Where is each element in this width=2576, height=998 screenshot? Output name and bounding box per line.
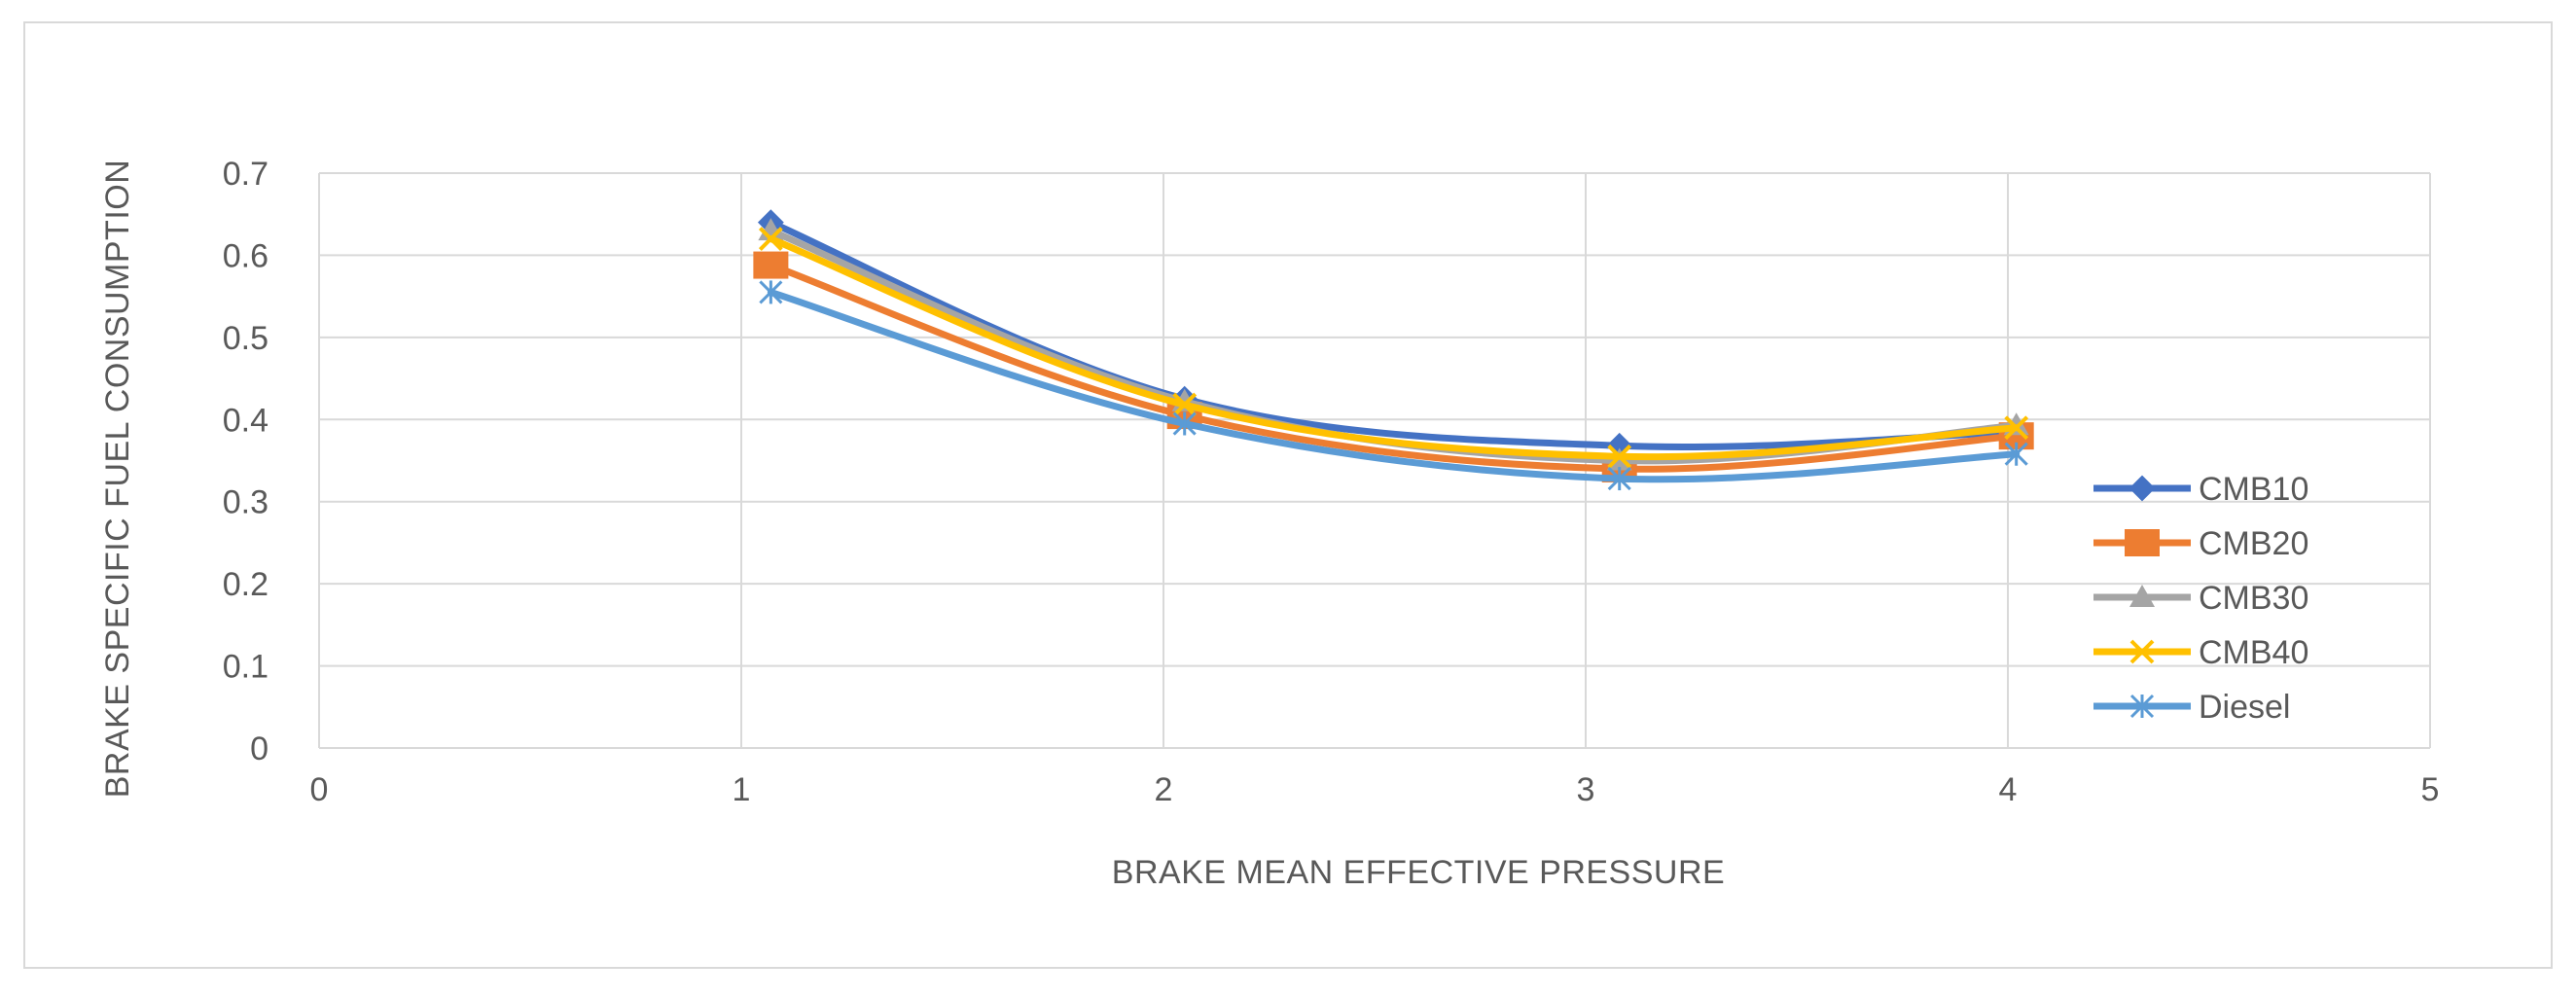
y-axis-title: BRAKE SPECIFIC FUEL CONSUMPTION [99,160,136,799]
legend-label: Diesel [2199,689,2290,726]
data-point [1172,411,1197,436]
y-tick-label: 0.3 [223,484,268,521]
x-tick-label: 0 [310,771,329,808]
series-line-cmb30 [767,227,2021,465]
data-point [1172,392,1198,417]
series-layer [753,209,2034,491]
data-point [759,280,783,304]
series-cmb40 [758,227,2029,469]
legend-item-cmb40: CMB40 [2093,634,2308,671]
x-tick-label: 3 [1577,771,1595,808]
y-tick-label: 0.1 [223,649,268,686]
legend-label: CMB10 [2199,471,2308,508]
legend: CMB10 CMB20 CMB30 CMB40 Diesel [2093,471,2308,726]
y-tick-label: 0.5 [223,320,268,357]
series-line-cmb10 [767,219,2021,451]
series-line-cmb40 [767,235,2021,461]
data-point [2004,415,2029,441]
legend-marker [2125,529,2160,556]
x-tick-label: 1 [733,771,751,808]
legend-label: CMB30 [2199,580,2308,617]
data-point [2004,442,2028,466]
legend-item-cmb10: CMB10 [2093,471,2308,508]
series-line-diesel [767,288,2021,483]
chart-svg: 00.10.20.30.40.50.60.70 1 2 3 4 5 CMB10CMB20C… [99,156,2440,891]
chart-frame: 0 0.1 0.2 0.3 0.4 0.5 0.6 0.7 0 1 2 3 4 5 CMB10 CMB20 C… [23,21,2553,969]
tick-layer: 0 0.1 0.2 0.3 0.4 0.5 0.6 0.7 0 1 2 3 4 5 [223,156,2440,808]
data-point [753,251,789,279]
legend-marker [2129,585,2155,607]
x-tick-label: 5 [2421,771,2440,808]
legend-item-diesel: Diesel [2093,689,2290,726]
data-point [1607,444,1632,469]
legend-item-cmb20: CMB20 [2093,525,2308,562]
y-tick-label: 0.4 [223,402,268,439]
legend-item-cmb30: CMB30 [2093,580,2308,617]
y-tick-label: 0.7 [223,156,268,193]
series-diesel [759,280,2028,491]
legend-marker [2129,639,2155,664]
x-tick-label: 4 [1999,771,2018,808]
data-point [758,227,783,251]
data-point [1607,467,1631,491]
y-tick-label: 0 [250,731,268,767]
legend-marker [2129,694,2155,719]
x-tick-label: 2 [1155,771,1173,808]
x-axis-title: BRAKE MEAN EFFECTIVE PRESSURE [1112,854,1725,891]
legend-label: CMB40 [2199,634,2308,671]
y-tick-label: 0.2 [223,566,268,603]
legend-marker [2129,475,2156,502]
series-line-cmb20 [767,262,2021,473]
y-tick-label: 0.6 [223,237,268,274]
legend-label: CMB20 [2199,525,2308,562]
